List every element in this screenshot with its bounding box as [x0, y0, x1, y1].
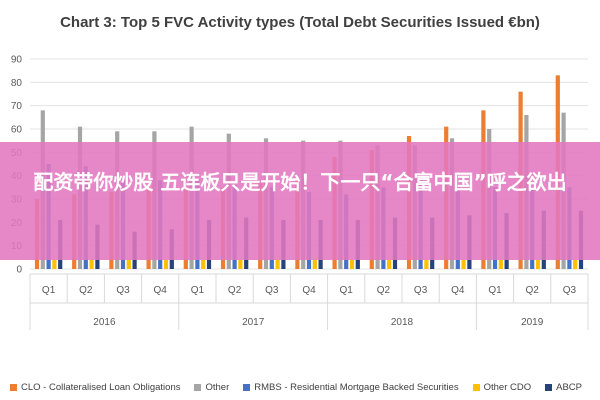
- chart-title: Chart 3: Top 5 FVC Activity types (Total…: [60, 14, 540, 31]
- bar-other: [535, 259, 541, 269]
- bar-other: [89, 259, 94, 269]
- year-label: 2018: [391, 317, 414, 328]
- y-tick-label: 80: [11, 78, 23, 89]
- x-tick-label: Q1: [191, 285, 205, 296]
- ad-banner-text[interactable]: 配资带你炒股 五连板只是开始！下一只“合富中国”呼之欲出: [33, 170, 567, 194]
- bar-other: [126, 259, 131, 269]
- x-tick-label: Q2: [79, 285, 93, 296]
- legend-swatch: [194, 384, 202, 391]
- x-tick-label: Q3: [265, 285, 279, 296]
- legend-swatch: [472, 384, 480, 391]
- y-tick-label: 60: [11, 125, 23, 136]
- x-tick-label: Q2: [526, 285, 540, 296]
- x-tick-label: Q3: [414, 285, 428, 296]
- legend-item: Other CDO: [472, 382, 532, 393]
- x-tick-label: Q4: [154, 285, 168, 296]
- year-label: 2016: [93, 317, 116, 328]
- legend-item: ABCP: [545, 382, 582, 393]
- legend-item: Other: [194, 382, 229, 393]
- ad-banner[interactable]: [0, 142, 600, 260]
- x-tick-label: Q3: [116, 285, 130, 296]
- year-label: 2019: [521, 317, 544, 328]
- legend-label: ABCP: [556, 382, 582, 393]
- legend-swatch: [545, 384, 553, 391]
- y-tick-label: 0: [16, 265, 22, 276]
- bar-other: [349, 259, 355, 269]
- x-tick-label: Q4: [451, 285, 465, 296]
- bar-other: [424, 259, 429, 269]
- y-tick-label: 70: [11, 101, 23, 112]
- bar-other: [52, 259, 57, 269]
- x-tick-label: Q1: [42, 285, 56, 296]
- legend-label: CLO - Collateralised Loan Obligations: [21, 382, 181, 393]
- legend-label: RMBS - Residential Mortgage Backed Secur…: [254, 382, 459, 393]
- bar-other: [238, 259, 243, 269]
- bar-other: [275, 259, 280, 269]
- bar-other: [573, 259, 578, 269]
- legend-swatch: [243, 384, 251, 391]
- x-tick-label: Q3: [563, 285, 577, 296]
- x-tick-label: Q2: [228, 285, 242, 296]
- x-tick-label: Q1: [488, 285, 502, 296]
- x-tick-label: Q1: [340, 285, 354, 296]
- x-tick-label: Q4: [302, 285, 316, 296]
- legend-item: RMBS - Residential Mortgage Backed Secur…: [243, 382, 459, 393]
- x-tick-label: Q2: [377, 285, 391, 296]
- legend-swatch: [10, 384, 17, 391]
- bar-other: [387, 259, 392, 269]
- year-label: 2017: [242, 317, 265, 328]
- y-tick-label: 90: [11, 55, 23, 66]
- chart-legend: CLO - Collateralised Loan Obligations Oth…: [10, 382, 595, 393]
- bar-other: [461, 259, 466, 269]
- legend-label: Other: [205, 382, 230, 393]
- legend-item: CLO - Collateralised Loan Obligations: [10, 382, 180, 393]
- legend-label: Other CDO: [483, 382, 532, 393]
- bar-other: [201, 259, 206, 269]
- bar-other: [498, 259, 503, 269]
- bar-other: [163, 259, 169, 269]
- bar-other: [312, 259, 317, 269]
